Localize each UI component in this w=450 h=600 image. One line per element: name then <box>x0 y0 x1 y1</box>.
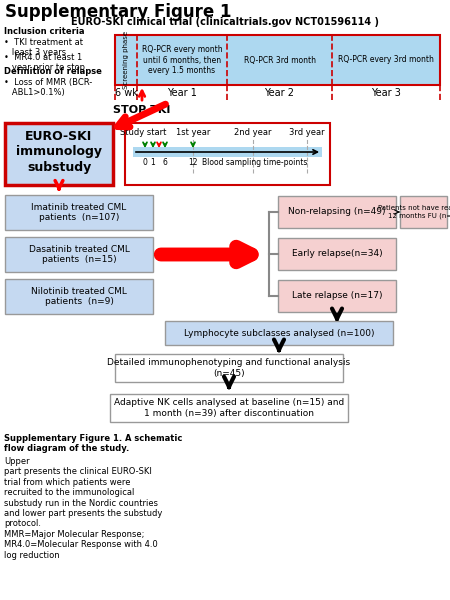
Text: Supplementary Figure 1. A schematic
flow diagram of the study.: Supplementary Figure 1. A schematic flow… <box>4 434 182 454</box>
Text: Late relapse (n=17): Late relapse (n=17) <box>292 292 382 301</box>
Text: •  MR4.0 at least 1
   year prior to stop: • MR4.0 at least 1 year prior to stop <box>4 53 85 73</box>
Bar <box>400 196 447 228</box>
Text: 12: 12 <box>188 158 198 167</box>
Bar <box>278 280 396 312</box>
Text: 0: 0 <box>143 158 148 167</box>
Text: 2nd year: 2nd year <box>234 128 272 137</box>
Text: RQ-PCR 3rd month: RQ-PCR 3rd month <box>243 55 315 64</box>
Text: •  TKI treatment at
   least 3 years: • TKI treatment at least 3 years <box>4 38 83 58</box>
Text: 6: 6 <box>162 158 167 167</box>
Bar <box>125 123 330 185</box>
Text: Nilotinib treated CML
patients  (n=9): Nilotinib treated CML patients (n=9) <box>31 287 127 306</box>
Bar <box>165 321 393 345</box>
Text: Supplementary Figure 1: Supplementary Figure 1 <box>5 3 231 21</box>
Text: Upper
part presents the clinical EURO-SKI
trial from which patients were
recruit: Upper part presents the clinical EURO-SK… <box>4 457 162 560</box>
Bar <box>278 196 396 228</box>
Text: STOP TKI: STOP TKI <box>113 105 171 115</box>
Text: Inclusion criteria: Inclusion criteria <box>4 27 85 36</box>
Text: Study start: Study start <box>120 128 166 137</box>
Text: Dasatinib treated CML
patients  (n=15): Dasatinib treated CML patients (n=15) <box>28 245 130 264</box>
Text: EURO-SKI clinical trial (clinicaltrials.gov NCT01596114 ): EURO-SKI clinical trial (clinicaltrials.… <box>71 17 379 27</box>
Text: Year 3: Year 3 <box>371 88 401 98</box>
Text: EURO-SKI
immunology
substudy: EURO-SKI immunology substudy <box>16 130 102 173</box>
Bar <box>5 279 153 314</box>
Bar <box>5 195 153 230</box>
Bar <box>115 35 440 85</box>
Text: 1: 1 <box>151 158 155 167</box>
Text: Blood sampling time-points: Blood sampling time-points <box>202 158 308 167</box>
Text: Screening phase: Screening phase <box>123 31 129 89</box>
Text: Imatinib treated CML
patients  (n=107): Imatinib treated CML patients (n=107) <box>32 203 126 222</box>
Bar <box>5 237 153 272</box>
Text: RQ-PCR every 3rd month: RQ-PCR every 3rd month <box>338 55 434 64</box>
Text: Patients not have reached
12 months FU (n=7): Patients not have reached 12 months FU (… <box>378 205 450 219</box>
Bar <box>5 123 113 185</box>
Bar <box>278 238 396 270</box>
Text: Non-relapsing (n=49): Non-relapsing (n=49) <box>288 208 386 217</box>
Text: Lymphocyte subclasses analysed (n=100): Lymphocyte subclasses analysed (n=100) <box>184 329 374 337</box>
Text: •  Loss of MMR (BCR-
   ABL1>0.1%): • Loss of MMR (BCR- ABL1>0.1%) <box>4 78 92 97</box>
Bar <box>133 147 322 157</box>
Text: RQ-PCR every month
until 6 months, then
every 1.5 months: RQ-PCR every month until 6 months, then … <box>142 45 222 75</box>
Text: 3rd year: 3rd year <box>289 128 325 137</box>
Bar <box>110 394 348 422</box>
Text: Detailed immunophenotyping and functional analysis
(n=45): Detailed immunophenotyping and functiona… <box>108 358 351 378</box>
Text: Definition of relapse: Definition of relapse <box>4 67 102 76</box>
Text: 6 wk: 6 wk <box>115 88 137 98</box>
Text: Adaptive NK cells analysed at baseline (n=15) and
1 month (n=39) after discontin: Adaptive NK cells analysed at baseline (… <box>114 398 344 418</box>
Text: Year 2: Year 2 <box>265 88 294 98</box>
Text: 1st year: 1st year <box>176 128 210 137</box>
Text: Year 1: Year 1 <box>167 88 197 98</box>
Bar <box>115 354 343 382</box>
Text: Early relapse(n=34): Early relapse(n=34) <box>292 250 382 259</box>
